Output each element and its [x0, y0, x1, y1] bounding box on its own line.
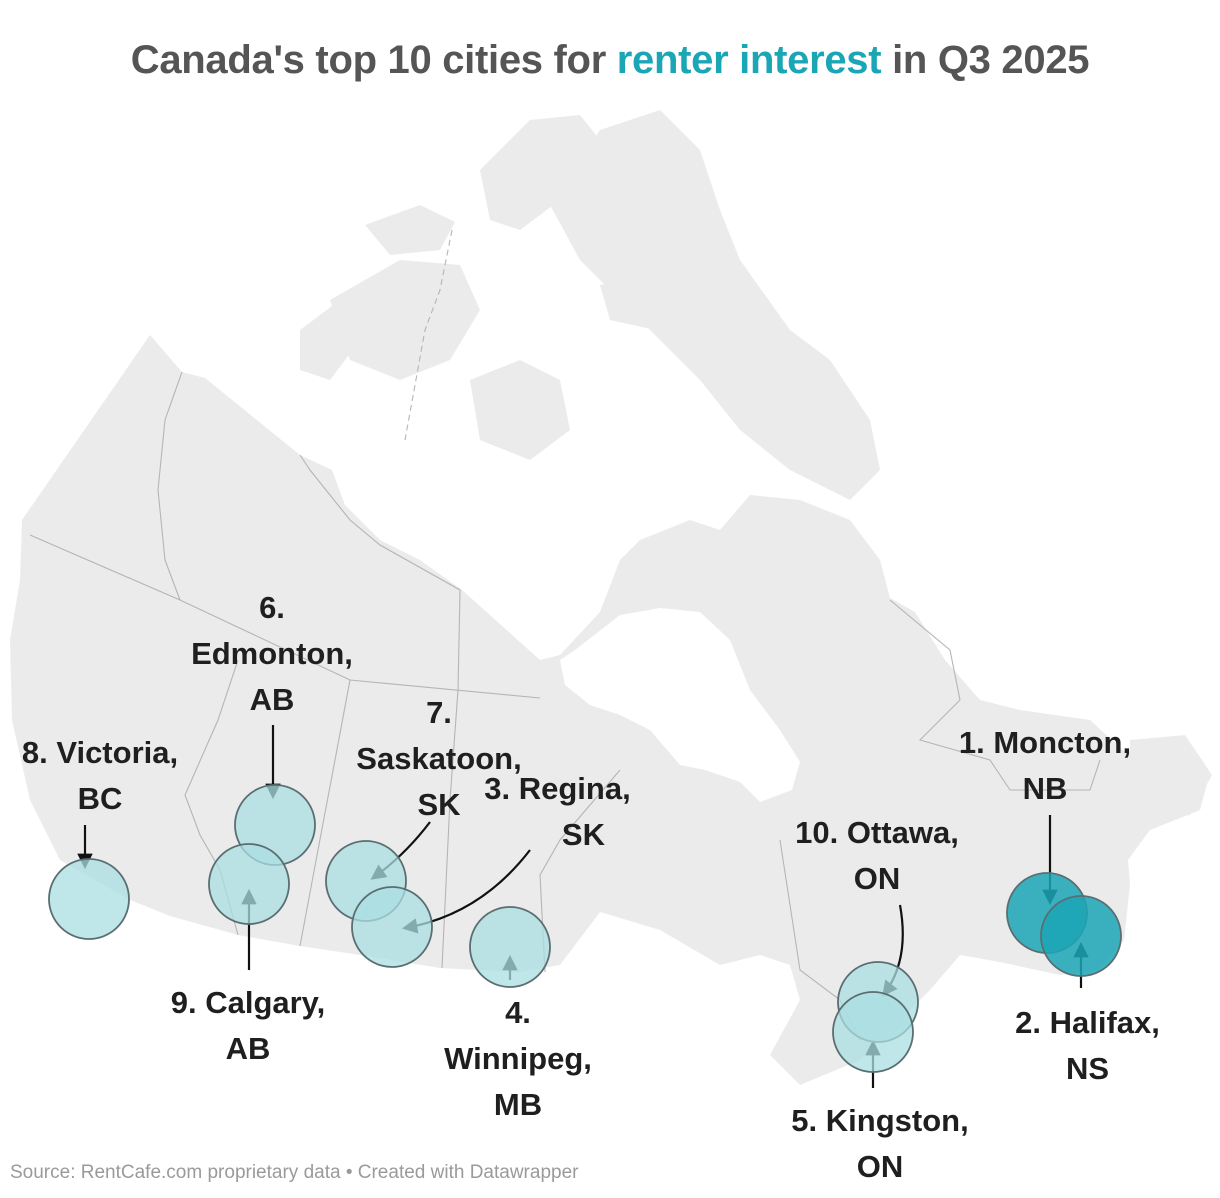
border-sask-manitoba — [441, 689, 459, 969]
label-moncton-line2: NB — [1022, 771, 1068, 806]
label-moncton-line1: 1. Moncton, — [958, 725, 1132, 760]
title-text-before: Canada's top 10 cities for — [130, 38, 617, 82]
border-alberta-sask — [299, 679, 351, 947]
arctic-island-melville — [365, 205, 455, 255]
source-note: Source: RentCafe.com proprietary data • … — [10, 1162, 579, 1183]
label-victoria-line2: BC — [77, 781, 123, 816]
label-ottawa-line1: 10. Ottawa, — [795, 815, 959, 850]
title-highlight: renter interest — [616, 38, 882, 82]
border-quebec-labrador — [889, 599, 1101, 791]
label-winnipeg-line2: Winnipeg, — [444, 1041, 592, 1076]
label-regina-line1: 3. Regina, — [484, 771, 631, 806]
label-saskatoon: 7. Saskatoon, SK — [339, 690, 539, 828]
hudson-bay — [560, 608, 800, 802]
border-nwt-nunavut — [299, 454, 461, 691]
newfoundland — [1130, 735, 1212, 822]
label-kingston: 5. Kingston, ON — [775, 1098, 985, 1190]
city-bubbles — [48, 784, 1122, 1073]
bubble-calgary — [208, 843, 290, 925]
label-edmonton-line1: 6. — [259, 590, 285, 625]
label-calgary: 9. Calgary, AB — [158, 980, 338, 1072]
arctic-island-victoria — [330, 260, 480, 380]
label-kingston-line1: 5. Kingston, — [791, 1103, 969, 1138]
arctic-island-southampton — [470, 360, 570, 460]
label-regina-line2: SK — [561, 817, 605, 852]
label-winnipeg-line1: 4. — [505, 995, 531, 1030]
label-moncton: 1. Moncton, NB — [940, 720, 1150, 812]
bubble-victoria — [48, 858, 130, 940]
border-nunavut-dashed — [404, 229, 453, 441]
label-ottawa-line2: ON — [853, 861, 901, 896]
chart-title: Canada's top 10 cities for renter intere… — [0, 38, 1220, 83]
border-yukon-bc-nwt — [29, 534, 541, 699]
label-regina: 3. Regina, SK — [470, 766, 645, 858]
label-saskatoon-line3: SK — [417, 787, 461, 822]
label-ottawa: 10. Ottawa, ON — [777, 810, 977, 902]
label-halifax: 2. Halifax, NS — [995, 1000, 1180, 1092]
bubble-regina — [351, 886, 433, 968]
arctic-island-devon — [600, 275, 680, 330]
label-winnipeg-line3: MB — [493, 1087, 543, 1122]
bubble-kingston — [832, 991, 914, 1073]
label-winnipeg: 4. Winnipeg, MB — [428, 990, 608, 1128]
label-edmonton-line3: AB — [249, 682, 295, 717]
label-kingston-line2: ON — [856, 1149, 904, 1184]
label-calgary-line1: 9. Calgary, — [170, 985, 326, 1020]
border-yukon-nwt — [157, 371, 183, 601]
label-halifax-line2: NS — [1065, 1051, 1110, 1086]
label-saskatoon-line1: 7. — [426, 695, 452, 730]
bubble-winnipeg — [469, 906, 551, 988]
label-halifax-line1: 2. Halifax, — [1015, 1005, 1160, 1040]
arctic-island-baffin — [550, 110, 880, 500]
arctic-island-ellesmere — [480, 115, 600, 230]
label-calgary-line2: AB — [225, 1031, 271, 1066]
label-edmonton: 6. Edmonton, AB — [182, 585, 362, 723]
bubble-halifax — [1040, 895, 1122, 977]
label-victoria: 8. Victoria, BC — [5, 730, 195, 822]
arctic-island-banks — [300, 300, 360, 380]
label-edmonton-line2: Edmonton, — [191, 636, 353, 671]
label-saskatoon-line2: Saskatoon, — [356, 741, 522, 776]
label-victoria-line1: 8. Victoria, — [21, 735, 179, 770]
title-text-after: in Q3 2025 — [881, 38, 1090, 82]
